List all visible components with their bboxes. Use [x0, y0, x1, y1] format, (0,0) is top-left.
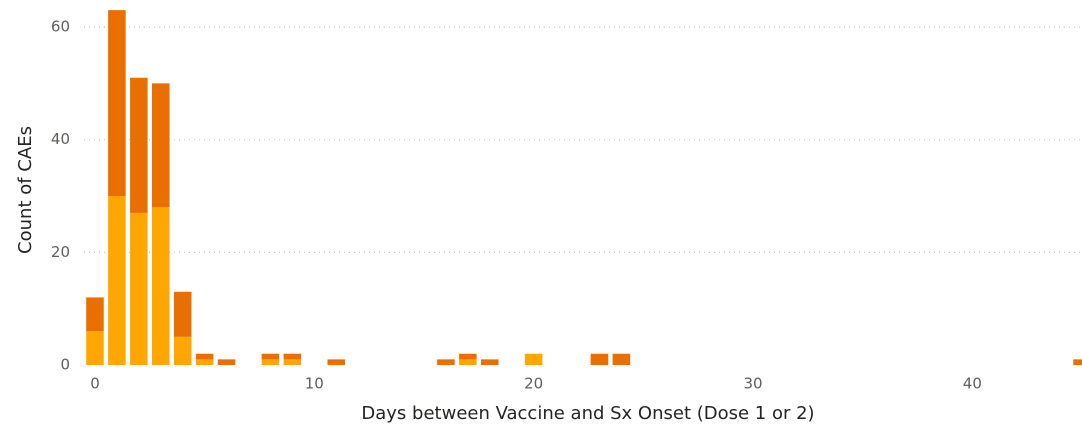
bar-segment	[590, 353, 609, 365]
y-tick-label: 40	[51, 130, 70, 148]
y-tick-label: 60	[51, 18, 70, 36]
bar-segment	[524, 353, 543, 365]
bar-segment	[195, 359, 214, 365]
bar-segment	[108, 196, 126, 365]
x-tick-label: 10	[305, 375, 324, 393]
bar-segment	[173, 291, 192, 337]
x-tick-label: 40	[963, 375, 982, 393]
bar-segment	[437, 359, 455, 365]
x-tick-label: 30	[743, 375, 762, 393]
bar-segment	[130, 212, 148, 365]
x-tick-label: 20	[524, 375, 543, 393]
bar-segment	[261, 359, 280, 365]
bar-segment	[1073, 359, 1082, 365]
bar-segment	[108, 10, 126, 197]
bar-segment	[130, 77, 148, 213]
x-axis-title: Days between Vaccine and Sx Onset (Dose …	[361, 403, 814, 424]
bar-segment	[217, 359, 236, 365]
bar-segment	[86, 297, 104, 332]
bar-segment	[283, 359, 302, 365]
x-tick-label: 0	[90, 375, 100, 393]
y-axis-title: Count of CAEs	[15, 126, 36, 254]
bar-segment	[481, 359, 499, 365]
bar-segment	[327, 359, 346, 365]
bar-segment	[173, 336, 192, 365]
bar-segment	[195, 353, 214, 360]
y-tick-label: 20	[51, 243, 70, 261]
bar-segment	[261, 353, 280, 360]
y-tick-label: 0	[60, 356, 70, 374]
bar-segment	[459, 359, 477, 365]
bar-segment	[151, 83, 170, 208]
bar-segment	[459, 353, 477, 360]
bar-segment	[283, 353, 302, 360]
bar-segment	[151, 207, 170, 365]
bar-segment	[612, 353, 631, 365]
bar-segment	[86, 331, 104, 365]
